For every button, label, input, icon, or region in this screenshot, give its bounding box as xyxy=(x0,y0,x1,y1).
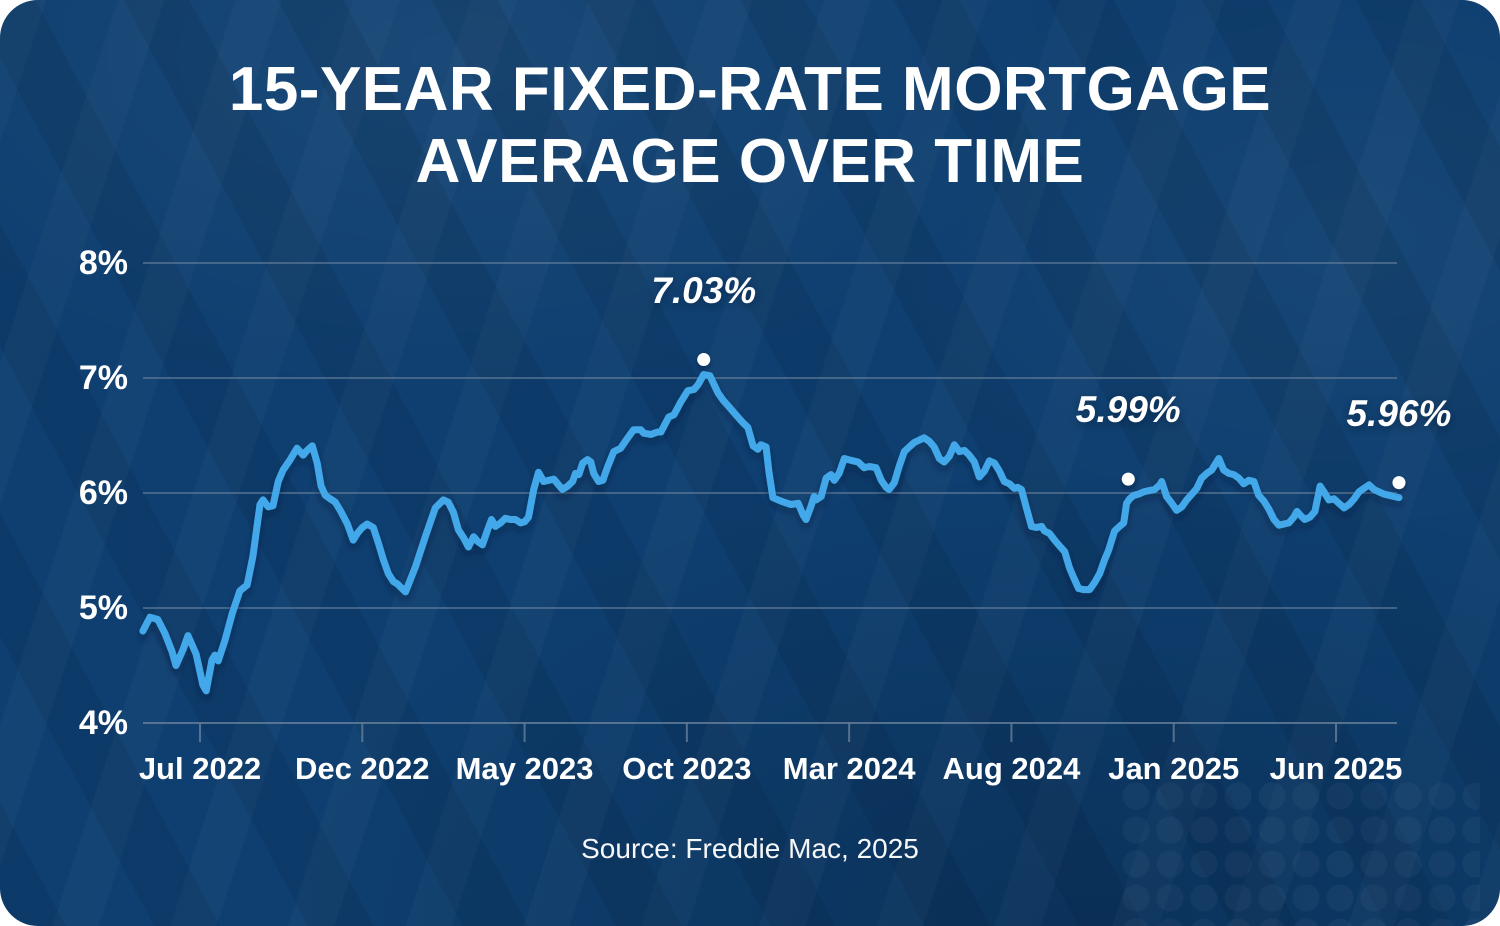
x-axis-label: Mar 2024 xyxy=(782,751,916,786)
y-axis-label: 6% xyxy=(78,474,128,512)
grid-layer xyxy=(143,262,1397,742)
callout-layer xyxy=(697,312,1406,490)
chart-title-line1: 15-YEAR FIXED-RATE MORTGAGE xyxy=(228,55,1272,124)
y-axis-label: 5% xyxy=(78,589,128,627)
x-axis-label: Dec 2022 xyxy=(295,751,430,786)
y-axis-label: 4% xyxy=(78,704,128,742)
annotation-label: 7.03% xyxy=(651,269,757,311)
annotation-dot xyxy=(1392,476,1406,490)
annotation-label: 5.96% xyxy=(1346,392,1452,434)
x-axis-label: Jan 2025 xyxy=(1108,751,1240,786)
x-axis-label: Jul 2022 xyxy=(138,751,262,786)
annotation-dot xyxy=(697,353,711,367)
x-axis-label: Aug 2024 xyxy=(942,751,1081,786)
source-credit: Source: Freddie Mac, 2025 xyxy=(581,833,919,864)
chart-title-line2: AVERAGE OVER TIME xyxy=(415,127,1085,196)
line-layer xyxy=(139,371,1403,695)
annotation-dot xyxy=(1121,472,1135,486)
x-axis-label: May 2023 xyxy=(455,751,594,786)
y-axis-label: 7% xyxy=(78,359,128,397)
x-axis-label: Jun 2025 xyxy=(1269,751,1403,786)
y-axis-label: 8% xyxy=(78,244,128,282)
x-axis-label: Oct 2023 xyxy=(622,751,752,786)
rate-line xyxy=(139,371,1403,695)
annotation-label: 5.99% xyxy=(1075,389,1181,431)
chart-title: 15-YEAR FIXED-RATE MORTGAGE AVERAGE OVER… xyxy=(0,54,1500,198)
